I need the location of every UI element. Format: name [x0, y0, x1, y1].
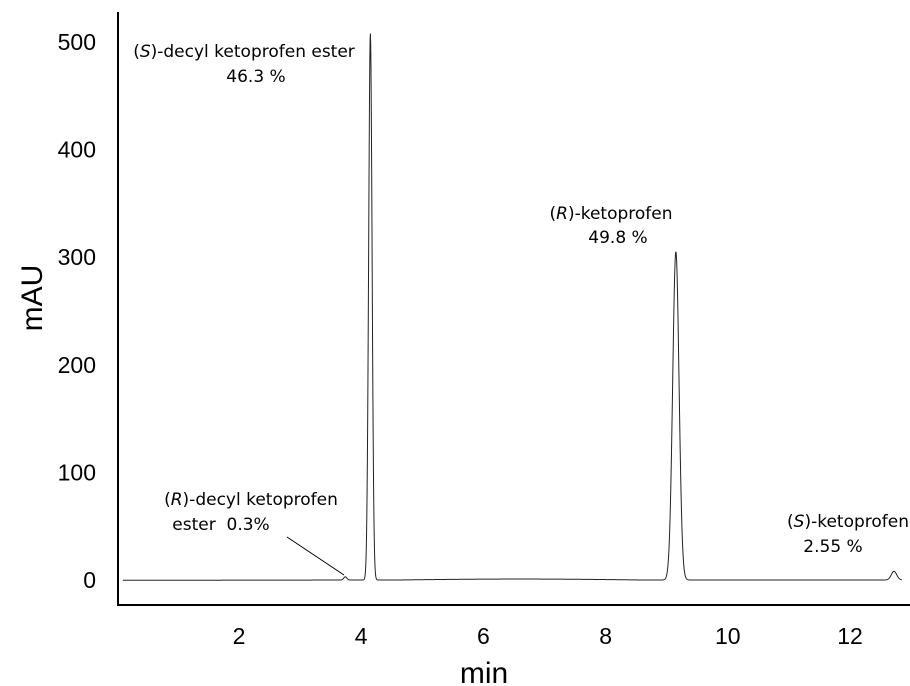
y-axis-title: mAU: [16, 265, 49, 332]
x-tick-label: 2: [233, 623, 246, 649]
annotation-s-decyl-ester-percent: 46.3 %: [226, 67, 285, 87]
annotation-s-decyl-ester-name: (S)-decyl ketoprofen ester: [133, 42, 355, 62]
annotation-s-ketoprofen-percent: 2.55 %: [803, 537, 862, 557]
x-tick-label: 4: [355, 623, 368, 649]
annotation-r-ketoprofen-name: (R)-ketoprofen: [549, 204, 672, 224]
annotation-r-decyl-ester-name: (R)-decyl ketoprofen: [164, 490, 338, 510]
x-axis-ticks: 2 4 6 8 10 12: [233, 623, 863, 649]
chromatogram-trace: [122, 33, 903, 581]
y-tick-label: 400: [58, 137, 96, 163]
y-tick-label: 500: [58, 29, 96, 55]
annotation-s-ketoprofen-name: (S)-ketoprofen: [787, 512, 909, 532]
x-tick-label: 6: [477, 623, 490, 649]
x-axis-title: min: [460, 657, 508, 686]
y-tick-label: 300: [58, 244, 96, 270]
y-axis-ticks: 0 100 200 300 400 500: [58, 29, 96, 593]
annotation-r-decyl-ester-percent: ester 0.3%: [172, 515, 269, 535]
annotation-r-ketoprofen-percent: 49.8 %: [588, 228, 647, 248]
y-tick-label: 200: [58, 352, 96, 378]
x-tick-label: 12: [837, 623, 863, 649]
annotation-leader-line: [286, 536, 345, 576]
y-tick-label: 100: [58, 459, 96, 485]
x-tick-label: 8: [599, 623, 612, 649]
y-tick-label: 0: [83, 567, 96, 593]
x-tick-label: 10: [715, 623, 741, 649]
